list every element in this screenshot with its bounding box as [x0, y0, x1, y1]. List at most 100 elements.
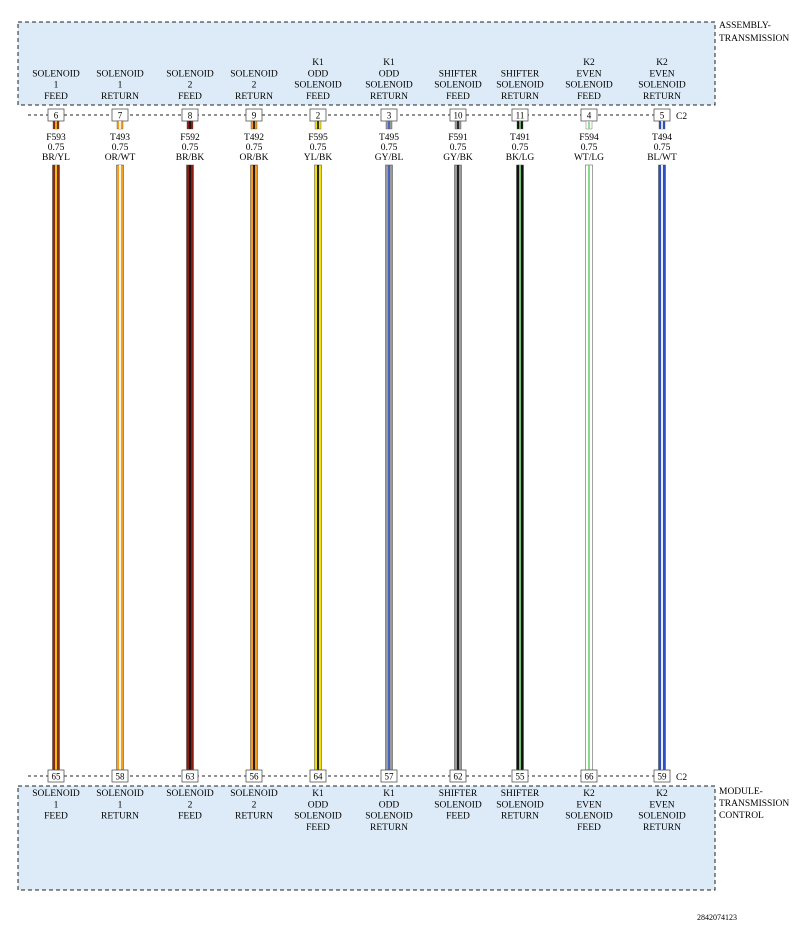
top-function-label-line: K1: [312, 58, 324, 68]
top-function-label-line: 1: [54, 81, 59, 91]
bottom-function-label-line: K1: [312, 789, 324, 799]
bottom-component-name-line-3: CONTROL: [719, 811, 764, 821]
wire-color-code: GY/BK: [443, 153, 473, 163]
circuit-id: F591: [448, 133, 468, 143]
top-function-label-line: RETURN: [370, 92, 408, 102]
top-function-label-line: EVEN: [576, 69, 601, 79]
top-function-label-line: RETURN: [235, 92, 273, 102]
circuit-id: T495: [379, 133, 399, 143]
wires-layer: SOLENOID1FEED6F5930.75BR/YL65SOLENOID1FE…: [32, 58, 686, 833]
wire-f593: SOLENOID1FEED6F5930.75BR/YL65SOLENOID1FE…: [32, 69, 80, 821]
bottom-pin-box: [580, 769, 598, 783]
wire-color-code: BK/LG: [506, 153, 535, 163]
wire-color-code: BL/WT: [647, 153, 677, 163]
bottom-function-label-line: ODD: [379, 800, 400, 810]
top-stub-stripe: [457, 121, 459, 129]
circuit-id: T493: [110, 133, 130, 143]
bottom-function-label-line: 1: [54, 800, 59, 810]
top-function-label-line: K2: [583, 58, 595, 68]
top-function-label-line: SOLENOID: [434, 81, 482, 91]
bottom-function-label-line: FEED: [446, 812, 470, 822]
bottom-function-label-line: EVEN: [576, 800, 601, 810]
bottom-pin-number: 56: [250, 772, 260, 782]
top-function-label-line: FEED: [178, 92, 202, 102]
bottom-function-label-line: RETURN: [101, 812, 139, 822]
top-function-label-line: SOLENOID: [365, 81, 413, 91]
top-function-label-line: SOLENOID: [638, 81, 686, 91]
wire-f594: K2EVENSOLENOIDFEED4F5940.75WT/LG66K2EVEN…: [565, 58, 613, 833]
circuit-id: T492: [244, 133, 264, 143]
wire-color-code: GY/BL: [375, 153, 404, 163]
top-function-label-line: FEED: [44, 92, 68, 102]
top-function-label-line: SOLENOID: [294, 81, 342, 91]
wire-gauge: 0.75: [48, 143, 65, 153]
bottom-function-label-line: RETURN: [501, 812, 539, 822]
wire-gauge: 0.75: [450, 143, 467, 153]
top-stub-stripe: [588, 121, 590, 129]
bottom-pin-number: 64: [314, 772, 324, 782]
top-pin-number: 8: [188, 111, 193, 121]
bottom-function-label-line: RETURN: [235, 812, 273, 822]
circuit-id: T494: [652, 133, 672, 143]
bottom-pin-number: 62: [454, 772, 463, 782]
bottom-function-label-line: EVEN: [649, 800, 674, 810]
top-pin-number: 6: [54, 111, 59, 121]
bottom-pin-box: [111, 769, 129, 783]
wire-stripe: [253, 165, 255, 770]
bottom-pin-number: 66: [585, 772, 595, 782]
top-component-name-line-2: TRANSMISSION: [719, 34, 789, 44]
bottom-pin-box: [380, 769, 398, 783]
bottom-function-label-line: K1: [383, 789, 395, 799]
wire-gauge: 0.75: [512, 143, 529, 153]
wire-stripe: [55, 165, 57, 770]
top-function-label-line: 2: [252, 81, 257, 91]
bottom-function-label-line: SOLENOID: [365, 812, 413, 822]
top-function-label-line: SOLENOID: [96, 69, 144, 79]
top-stub-stripe: [519, 121, 521, 129]
top-pin-number: 4: [587, 111, 592, 121]
wire-gauge: 0.75: [581, 143, 598, 153]
top-connector-id: C2: [676, 112, 687, 122]
top-function-label-line: FEED: [577, 92, 601, 102]
figure-id: 2842074123: [697, 913, 737, 922]
top-pin-number: 9: [252, 111, 257, 121]
top-stub-stripe: [253, 121, 255, 129]
bottom-pin-box: [309, 769, 327, 783]
bottom-component-name-line-2: TRANSMISSION: [719, 799, 789, 809]
wire-gauge: 0.75: [310, 143, 327, 153]
wire-color-code: YL/BK: [304, 153, 333, 163]
wire-stripe: [588, 165, 590, 770]
wire-f595: K1ODDSOLENOIDFEED2F5950.75YL/BK64K1ODDSO…: [294, 58, 342, 833]
wire-gauge: 0.75: [246, 143, 263, 153]
wire-color-code: BR/YL: [42, 153, 70, 163]
bottom-component-box: [17, 785, 716, 891]
top-pin-number: 11: [516, 111, 525, 121]
bottom-function-label-line: RETURN: [643, 823, 681, 833]
wire-stripe: [388, 165, 390, 770]
bottom-function-label-line: 2: [252, 800, 257, 810]
bottom-function-label-line: SOLENOID: [434, 800, 482, 810]
bottom-function-label-line: SOLENOID: [32, 789, 80, 799]
bottom-function-label-line: 2: [188, 800, 193, 810]
circuit-id: F592: [180, 133, 200, 143]
top-stub-stripe: [55, 121, 57, 129]
top-component-box: [17, 21, 716, 106]
bottom-function-label-line: FEED: [178, 812, 202, 822]
top-function-label-line: SOLENOID: [565, 81, 613, 91]
top-pin-number: 7: [118, 111, 123, 121]
bottom-function-label-line: SOLENOID: [294, 812, 342, 822]
wire-stripe: [661, 165, 663, 770]
bottom-function-label-line: ODD: [308, 800, 329, 810]
bottom-function-label-line: SOLENOID: [565, 812, 613, 822]
top-function-label-line: FEED: [306, 92, 330, 102]
top-pin-number: 2: [316, 111, 321, 121]
wire-f592: SOLENOID2FEED8F5920.75BR/BK63SOLENOID2FE…: [166, 69, 214, 821]
top-function-label-line: SOLENOID: [230, 69, 278, 79]
top-stub-stripe: [317, 121, 319, 129]
wire-t491: SHIFTERSOLENOIDRETURN11T4910.75BK/LG55SH…: [496, 69, 544, 821]
bottom-function-label-line: SOLENOID: [230, 789, 278, 799]
bottom-pin-number: 57: [385, 772, 395, 782]
top-function-label-line: SHIFTER: [439, 69, 478, 79]
bottom-function-label-line: SOLENOID: [496, 800, 544, 810]
